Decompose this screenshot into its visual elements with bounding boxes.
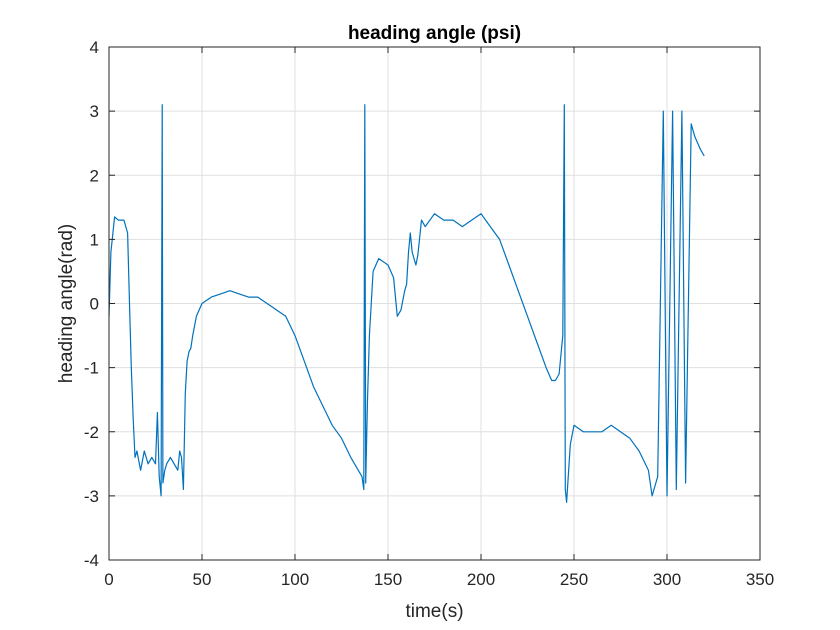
- x-tick-label: 150: [374, 570, 402, 589]
- x-axis-label: time(s): [405, 601, 463, 622]
- x-tick-label: 200: [467, 570, 495, 589]
- y-tick-labels: -4 -3 -2 -1 0 1 2 3 4: [84, 38, 99, 570]
- chart-title: heading angle (psi): [348, 23, 521, 44]
- x-tick-label: 250: [560, 570, 588, 589]
- y-tick-label: 0: [90, 295, 99, 314]
- series-layer: [108, 104, 705, 503]
- y-tick-label: -1: [84, 359, 99, 378]
- y-tick-label: 2: [90, 166, 99, 185]
- y-tick-label: -3: [84, 487, 99, 506]
- x-tick-label: 100: [281, 570, 309, 589]
- y-axis-label: heading angle(rad): [56, 224, 77, 384]
- y-tick-label: 1: [90, 230, 99, 249]
- x-tick-label: 350: [746, 570, 774, 589]
- x-tick-label: 50: [193, 570, 212, 589]
- x-tick-label: 300: [653, 570, 681, 589]
- x-tick-label: 0: [104, 570, 113, 589]
- y-tick-label: 3: [90, 102, 99, 121]
- tick-marks: [108, 46, 761, 561]
- heading-angle-line: [108, 104, 705, 503]
- y-tick-label: 4: [90, 38, 99, 57]
- y-tick-label: -4: [84, 551, 99, 570]
- y-tick-label: -2: [84, 423, 99, 442]
- x-tick-labels: 0 50 100 150 200 250 300 350: [104, 570, 774, 589]
